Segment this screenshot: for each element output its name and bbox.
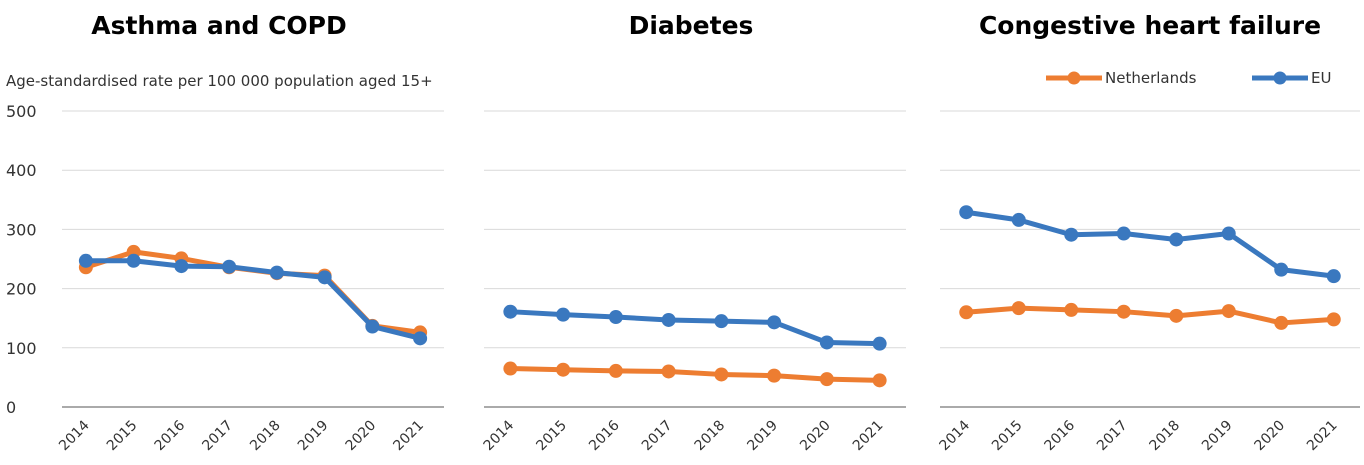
data-point: [1064, 227, 1079, 242]
data-point: [1169, 308, 1184, 323]
x-tick-label: 2018: [1147, 418, 1184, 455]
x-tick-label: 2017: [199, 418, 236, 455]
y-tick-label: 100: [6, 339, 37, 358]
data-point: [1326, 269, 1341, 284]
series-netherlands: [503, 361, 887, 388]
data-point: [767, 368, 782, 383]
x-tick-label: 2019: [744, 418, 781, 455]
data-point: [714, 367, 729, 382]
x-tick-label: 2015: [533, 418, 570, 455]
data-point: [1116, 226, 1131, 241]
data-point: [608, 363, 623, 378]
y-tick-label: 300: [6, 220, 37, 239]
data-point: [1011, 301, 1026, 316]
data-point: [608, 310, 623, 325]
x-tick-label: 2014: [481, 417, 518, 454]
x-tick-label: 2019: [1199, 418, 1236, 455]
x-tick-label: 2016: [586, 417, 623, 454]
x-tick-label: 2014: [56, 417, 93, 454]
y-tick-label: 400: [6, 161, 37, 180]
data-point: [872, 336, 887, 351]
data-point: [556, 307, 571, 322]
data-point: [556, 362, 571, 377]
data-point: [819, 372, 834, 387]
x-tick-label: 2016: [1042, 417, 1079, 454]
panel-2: Diabetes 2014 2015 2016 2017 2018 2019 2020 2021: [481, 11, 906, 454]
x-tick-label: 2016: [152, 417, 189, 454]
x-tick-label: 2017: [1094, 418, 1131, 455]
panel-title: Congestive heart failure: [979, 11, 1321, 40]
series-line: [966, 305, 1334, 326]
data-point: [503, 304, 518, 319]
legend-item-eu: EU: [1252, 69, 1331, 87]
x-tick-label: 2020: [797, 418, 834, 455]
x-tick-label: 2015: [104, 418, 141, 455]
x-tick-label: 2019: [295, 418, 332, 455]
data-point: [413, 331, 428, 346]
x-tick-label: 2018: [247, 418, 284, 455]
legend: Netherlands EU: [1046, 69, 1331, 87]
data-point: [661, 312, 676, 327]
y-axis-ticks: 0 100 200 300 400 500: [6, 102, 37, 417]
x-tick-label: 2017: [639, 418, 676, 455]
data-point: [661, 364, 676, 379]
x-tick-label: 2014: [937, 417, 974, 454]
data-point: [959, 305, 974, 320]
series-line: [965, 209, 1335, 279]
panel-title: Diabetes: [629, 11, 754, 40]
data-point: [365, 319, 380, 334]
data-point: [1064, 302, 1079, 317]
panel-title: Asthma and COPD: [91, 11, 347, 40]
series-line: [510, 366, 880, 383]
x-tick-label: 2018: [692, 418, 729, 455]
data-point: [1221, 226, 1236, 241]
series-eu: [959, 205, 1341, 284]
data-point: [126, 253, 141, 268]
data-point: [767, 315, 782, 330]
data-point: [78, 253, 93, 268]
data-point: [222, 259, 237, 274]
x-tick-label: 2020: [1252, 418, 1289, 455]
data-point: [1169, 232, 1184, 247]
legend-label: EU: [1311, 69, 1331, 87]
x-tick-label: 2021: [1304, 418, 1341, 455]
x-tick-label: 2015: [989, 418, 1026, 455]
data-point: [269, 265, 284, 280]
data-point: [503, 361, 518, 376]
y-tick-label: 500: [6, 102, 37, 121]
legend-marker: [1067, 71, 1081, 85]
data-point: [174, 259, 189, 274]
data-point: [959, 205, 974, 220]
y-tick-label: 200: [6, 280, 37, 299]
series-netherlands: [959, 301, 1341, 330]
series-eu: [78, 253, 428, 346]
y-axis-label: Age-standardised rate per 100 000 popula…: [6, 72, 433, 90]
data-point: [872, 373, 887, 388]
legend-marker: [1273, 71, 1287, 85]
data-point: [1116, 304, 1131, 319]
data-point: [1011, 212, 1026, 227]
data-point: [819, 335, 834, 350]
legend-label: Netherlands: [1105, 69, 1197, 87]
series-line: [510, 309, 880, 347]
series-line: [85, 258, 421, 341]
data-point: [1221, 304, 1236, 319]
data-point: [1274, 262, 1289, 277]
x-tick-label: 2021: [850, 418, 887, 455]
series-eu: [503, 304, 887, 351]
data-point: [317, 270, 332, 285]
data-point: [1274, 315, 1289, 330]
x-tick-label: 2020: [343, 418, 380, 455]
y-tick-label: 0: [6, 398, 16, 417]
x-tick-label: 2021: [390, 418, 427, 455]
data-point: [714, 314, 729, 329]
data-point: [1326, 312, 1341, 327]
legend-item-netherlands: Netherlands: [1046, 69, 1197, 87]
